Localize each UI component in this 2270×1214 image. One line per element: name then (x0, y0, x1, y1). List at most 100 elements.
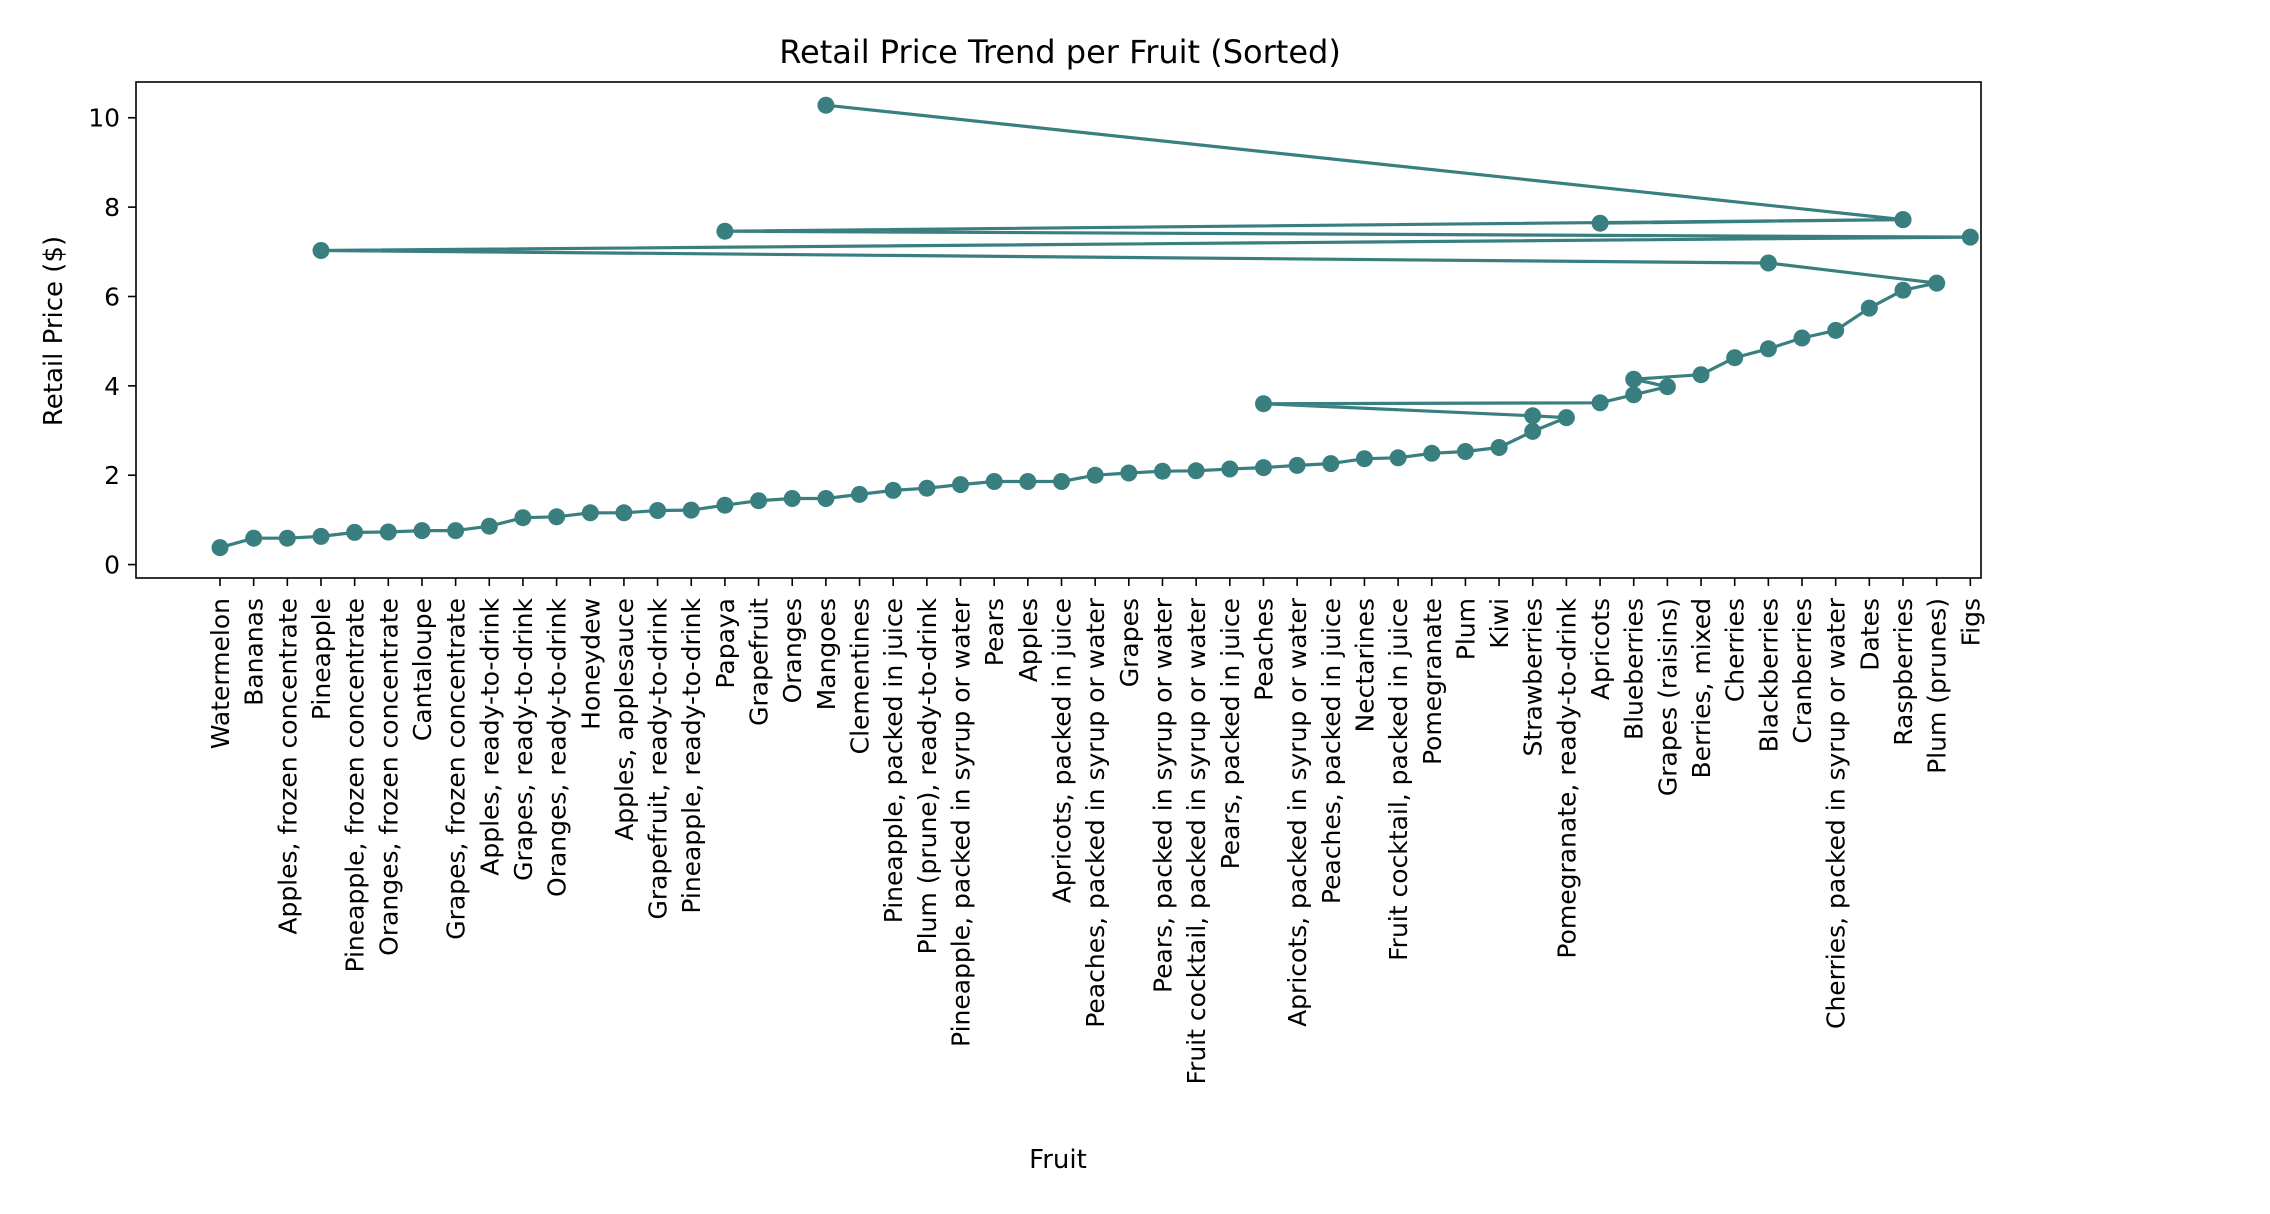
x-tick-label: Pomegranate, ready-to-drink (1552, 597, 1581, 958)
data-point (1322, 455, 1340, 473)
data-point (817, 96, 835, 114)
data-point (1793, 329, 1811, 347)
x-tick-label: Pears, packed in juice (1216, 598, 1245, 869)
data-point (514, 509, 532, 527)
data-point (1221, 460, 1239, 478)
data-point (1288, 456, 1306, 474)
x-axis-label: Fruit (1029, 1145, 1087, 1175)
chart-title: Retail Price Trend per Fruit (Sorted) (779, 33, 1341, 71)
x-tick-label: Grapes (1115, 598, 1144, 687)
x-tick-label: Apples, applesauce (610, 598, 639, 841)
data-point (1154, 462, 1171, 480)
data-point (1490, 439, 1508, 456)
data-point (211, 539, 229, 557)
data-point (1961, 228, 1979, 246)
data-point (1053, 473, 1070, 490)
x-tick-label: Pears (980, 598, 1009, 666)
data-point (649, 502, 667, 519)
data-point (1860, 299, 1878, 317)
x-tick-label: Dates (1855, 598, 1884, 671)
plot-area (135, 81, 1982, 579)
x-tick-label: Peaches, packed in syrup or water (1081, 597, 1110, 1027)
x-tick-label: Figs (1956, 598, 1985, 646)
x-tick-label: Strawberries (1519, 598, 1548, 756)
x-tick-label: Honeydew (576, 598, 605, 730)
x-tick-label: Papaya (711, 598, 740, 689)
data-point (1456, 443, 1474, 460)
x-tick-label: Raspberries (1889, 598, 1918, 746)
data-point (581, 504, 599, 522)
data-point (278, 529, 296, 547)
data-point (682, 501, 700, 519)
x-tick-label: Clementines (846, 598, 875, 754)
x-tick-label: Cantaloupe (408, 598, 437, 741)
data-point (716, 222, 734, 240)
data-point (1894, 211, 1912, 229)
y-tick-label: 0 (104, 551, 120, 580)
data-point (952, 476, 969, 494)
data-point (1928, 274, 1946, 292)
x-tick-label: Plum (prune), ready-to-drink (913, 597, 942, 954)
data-point (783, 490, 801, 507)
x-tick-label: Nectarines (1350, 598, 1379, 732)
y-tick-label: 6 (104, 282, 120, 311)
data-point (548, 508, 566, 526)
data-point (1423, 444, 1441, 462)
x-tick-label: Plum (1451, 598, 1480, 660)
x-tick-label: Bananas (240, 598, 269, 706)
x-tick-label: Pineapple, ready-to-drink (677, 597, 706, 913)
x-tick-label: Fruit cocktail, packed in juice (1384, 598, 1413, 961)
x-tick-label: Pineapple, packed in syrup or water (947, 597, 976, 1047)
data-point (1692, 366, 1710, 384)
data-point (1120, 464, 1138, 482)
data-point (312, 242, 330, 259)
x-tick-label: Apples (1014, 598, 1043, 682)
x-tick-label: Blueberries (1620, 598, 1649, 740)
x-axis: Watermelon Bananas Apples, frozen concentr… (206, 578, 1985, 1085)
y-tick-label: 10 (88, 104, 120, 133)
data-point (1255, 459, 1272, 477)
data-point (447, 522, 465, 540)
data-point (1557, 409, 1575, 427)
data-point (884, 481, 902, 499)
x-tick-label: Grapes, ready-to-drink (509, 597, 538, 880)
x-tick-label: Blackberries (1754, 598, 1783, 752)
x-tick-label: Cherries (1721, 598, 1750, 702)
data-point (1355, 450, 1373, 468)
data-point (1524, 422, 1542, 440)
x-tick-label: Cranberries (1788, 598, 1817, 744)
data-point (615, 504, 633, 522)
data-point (1625, 370, 1643, 388)
x-tick-label: Grapes (raisins) (1653, 598, 1682, 796)
data-point (1389, 449, 1407, 467)
data-point (379, 523, 397, 541)
data-point (985, 473, 1003, 490)
x-tick-label: Grapes, frozen concentrate (442, 598, 471, 940)
x-tick-label: Pomegranate (1418, 598, 1447, 765)
data-point (1086, 466, 1104, 484)
data-point (1591, 394, 1609, 412)
x-tick-label: Apricots, packed in syrup or water (1283, 597, 1312, 1027)
data-point (1255, 395, 1272, 413)
data-point (817, 490, 835, 507)
x-tick-label: Apples, frozen concentrate (273, 598, 302, 935)
x-tick-label: Apricots, packed in juice (1048, 598, 1077, 903)
x-tick-label: Apples, ready-to-drink (475, 597, 504, 875)
data-point (1019, 473, 1037, 490)
data-point (750, 492, 768, 510)
x-tick-label: Fruit cocktail, packed in syrup or water (1182, 597, 1211, 1084)
data-point (918, 479, 936, 497)
data-point (245, 529, 263, 547)
x-tick-label: Oranges, frozen concentrate (374, 598, 403, 956)
data-point (480, 517, 498, 535)
data-point (1827, 321, 1845, 339)
data-point (716, 496, 734, 514)
x-tick-label: Kiwi (1485, 598, 1514, 649)
data-point (1187, 462, 1205, 480)
y-axis: 0 2 4 6 8 10 (88, 104, 136, 580)
data-point (346, 523, 364, 541)
x-tick-label: Cherries, packed in syrup or water (1822, 597, 1851, 1029)
x-tick-label: Mangoes (812, 598, 841, 710)
y-tick-label: 8 (104, 193, 120, 222)
